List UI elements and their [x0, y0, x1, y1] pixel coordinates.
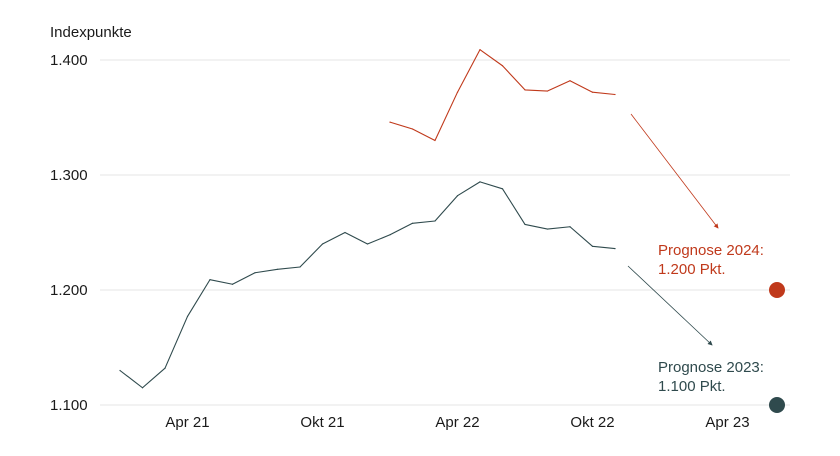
series_2023-point — [501, 188, 504, 190]
y-axis-title: Indexpunkte — [50, 24, 132, 41]
series_2024-point — [434, 139, 436, 142]
series_2023-point — [366, 243, 369, 245]
series_2024-point — [546, 90, 549, 92]
series_2023-point — [614, 248, 616, 250]
y-tick-label: 1.300 — [50, 167, 88, 184]
series_2023-point — [276, 268, 279, 270]
forecast-annotations: Prognose 2024: 1.200 Pkt. Prognose 2023: 1.… — [658, 242, 785, 413]
series_2024-point — [591, 91, 594, 93]
series_2024-point — [389, 121, 391, 123]
series_2023-point — [591, 245, 594, 247]
x-tick-label: Apr 21 — [165, 414, 209, 431]
series_2023-point — [479, 181, 481, 183]
x-axis-ticks: Apr 21 Okt 21 Apr 22 Okt 22 Apr 23 — [165, 414, 749, 431]
series_2024-point — [524, 89, 526, 91]
series_2023-point — [299, 266, 301, 268]
x-tick-label: Okt 22 — [570, 414, 614, 431]
forecast-point — [769, 282, 785, 298]
y-axis-ticks: 1.400 1.300 1.200 1.100 — [50, 52, 88, 414]
forecast-arrow — [627, 265, 713, 346]
series_2023-point — [186, 315, 189, 318]
series_2023-point — [231, 283, 234, 285]
forecast-label-value: 1.200 Pkt. — [658, 261, 726, 278]
series_2023-point — [411, 222, 414, 224]
series_2023-point — [434, 220, 436, 222]
x-tick-label: Apr 22 — [435, 414, 479, 431]
series_2024-point — [501, 65, 504, 67]
forecast-label-title: Prognose 2023: — [658, 359, 764, 376]
series_2023-point — [254, 272, 256, 274]
series_2023-point — [524, 223, 526, 226]
forecast-point — [769, 397, 785, 413]
series_2023-point — [389, 234, 391, 236]
data-series — [119, 49, 616, 389]
forecast-label-title: Prognose 2024: — [658, 242, 764, 259]
series_2024-point — [411, 128, 414, 130]
series_2023-line — [119, 181, 616, 389]
forecast-arrow — [630, 113, 719, 229]
series_2023-point — [344, 231, 346, 234]
x-tick-label: Apr 23 — [705, 414, 749, 431]
series_2023-point — [456, 195, 459, 197]
series_2024-point — [479, 49, 481, 51]
series_2024-point — [614, 93, 616, 96]
grid-lines — [100, 59, 790, 406]
forecast-arrows — [627, 113, 719, 346]
series_2023-point — [321, 243, 324, 245]
series_2024-line — [389, 49, 616, 142]
series_2023-point — [164, 367, 166, 369]
series_2024-point — [569, 80, 571, 82]
series_2023-point — [569, 226, 571, 228]
forecast-label-value: 1.100 Pkt. — [658, 378, 726, 395]
x-tick-label: Okt 21 — [300, 414, 344, 431]
series_2023-point — [209, 279, 211, 281]
y-tick-label: 1.100 — [50, 397, 88, 414]
y-tick-label: 1.200 — [50, 282, 88, 299]
series_2024-point — [456, 91, 459, 93]
series_2023-point — [141, 387, 144, 389]
series_2023-point — [546, 228, 549, 230]
series_2023-point — [119, 369, 121, 372]
y-tick-label: 1.400 — [50, 52, 88, 69]
